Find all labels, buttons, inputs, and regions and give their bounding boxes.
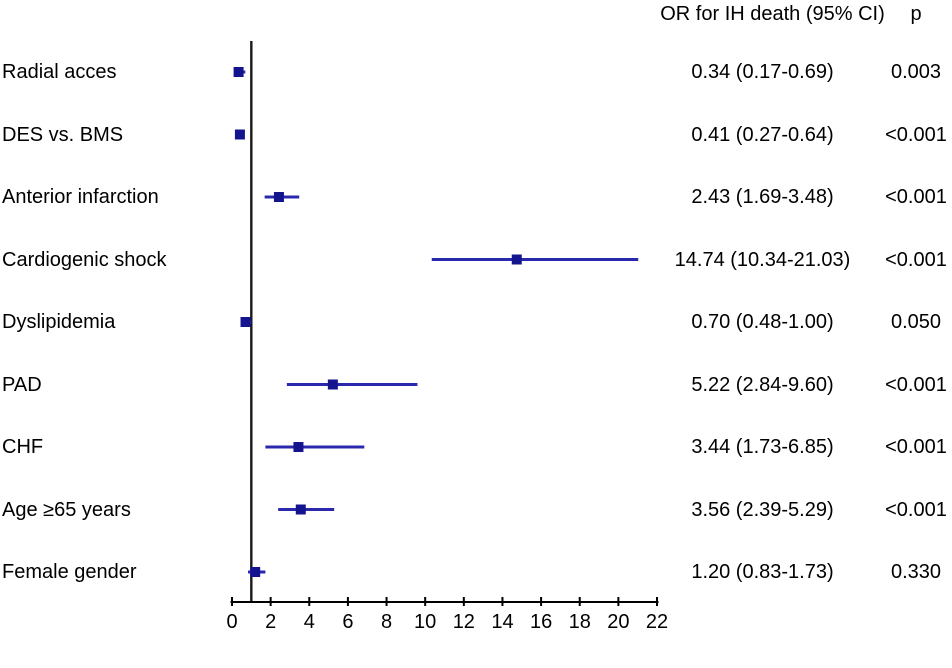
or-ci-value: 0.34 (0.17-0.69) — [691, 61, 834, 83]
x-axis-tick-label: 2 — [265, 611, 276, 633]
or-marker — [273, 192, 284, 202]
or-ci-value: 0.70 (0.48-1.00) — [691, 311, 834, 333]
or-marker — [240, 317, 251, 327]
p-value: <0.001 — [885, 123, 947, 146]
row-label: CHF — [2, 436, 44, 458]
p-value: <0.001 — [885, 498, 947, 521]
or-marker — [295, 504, 306, 515]
p-value: <0.001 — [885, 248, 947, 271]
or-ci-value: 3.44 (1.73-6.85) — [691, 436, 834, 458]
or-ci-value: 1.20 (0.83-1.73) — [691, 561, 834, 583]
row-label: Female gender — [2, 561, 137, 583]
p-value: 0.330 — [890, 561, 942, 583]
p-value: <0.001 — [885, 186, 947, 208]
or-marker — [511, 254, 522, 265]
row-label: Anterior infarction — [2, 186, 159, 208]
x-axis-tick-label: 0 — [226, 611, 237, 633]
x-axis-tick-label: 18 — [569, 611, 591, 633]
x-axis-tick-label: 22 — [646, 611, 668, 633]
x-axis-tick-label: 16 — [530, 611, 552, 633]
row-label: Age ≥65 years — [2, 498, 131, 521]
or-ci-value: 2.43 (1.69-3.48) — [691, 186, 834, 208]
or-marker — [327, 379, 338, 390]
or-marker — [234, 129, 245, 140]
row-label: PAD — [2, 373, 42, 396]
row-label: Radial acces — [2, 61, 117, 83]
or-marker — [233, 67, 244, 77]
or-column-header: OR for IH death (95% CI) — [660, 3, 885, 25]
x-axis-tick-label: 20 — [607, 611, 629, 633]
row-label: DES vs. BMS — [2, 123, 124, 146]
row-label: Dyslipidemia — [2, 311, 116, 333]
or-ci-value: 3.56 (2.39-5.29) — [691, 498, 834, 521]
p-value: <0.001 — [885, 373, 947, 396]
p-value: <0.001 — [885, 436, 947, 458]
p-value: 0.050 — [890, 311, 942, 333]
row-label: Cardiogenic shock — [2, 248, 167, 271]
or-ci-value: 14.74 (10.34-21.03) — [674, 248, 851, 271]
x-axis-tick-label: 12 — [453, 611, 475, 633]
x-axis-tick-label: 6 — [342, 611, 353, 633]
p-value: 0.003 — [890, 61, 942, 83]
x-axis-tick-label: 14 — [491, 611, 513, 633]
x-axis-tick-label: 8 — [381, 611, 392, 633]
or-ci-value: 0.41 (0.27-0.64) — [691, 123, 834, 146]
or-marker — [293, 442, 304, 452]
x-axis-tick-label: 4 — [304, 611, 315, 633]
x-axis-tick-label: 10 — [414, 611, 436, 633]
p-column-header: p — [910, 3, 922, 25]
or-ci-value: 5.22 (2.84-9.60) — [691, 373, 834, 396]
or-marker — [250, 567, 261, 577]
